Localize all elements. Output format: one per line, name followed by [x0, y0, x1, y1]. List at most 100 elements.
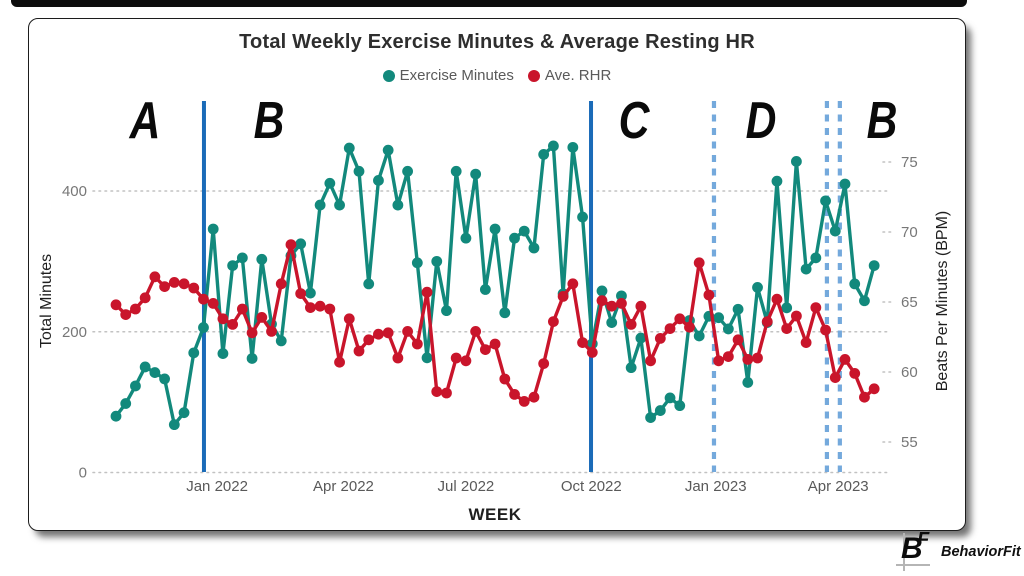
rhr-data-point[interactable]	[820, 324, 831, 336]
exercise-data-point[interactable]	[791, 156, 802, 167]
exercise-data-point[interactable]	[479, 284, 491, 295]
exercise-data-point[interactable]	[664, 392, 676, 404]
rhr-data-point[interactable]	[781, 323, 793, 334]
exercise-data-point[interactable]	[236, 252, 248, 264]
rhr-data-point[interactable]	[664, 323, 676, 334]
exercise-data-point[interactable]	[528, 242, 540, 254]
rhr-data-point[interactable]	[402, 326, 413, 337]
rhr-data-point[interactable]	[363, 334, 375, 346]
exercise-data-point[interactable]	[149, 367, 161, 378]
rhr-data-point[interactable]	[654, 333, 666, 344]
rhr-data-point[interactable]	[314, 300, 326, 312]
rhr-data-point[interactable]	[548, 316, 559, 327]
rhr-data-point[interactable]	[441, 387, 452, 399]
exercise-data-point[interactable]	[382, 144, 394, 156]
exercise-data-point[interactable]	[256, 253, 268, 265]
exercise-data-point[interactable]	[654, 405, 666, 416]
rhr-data-point[interactable]	[771, 293, 783, 305]
rhr-data-point[interactable]	[382, 327, 394, 339]
exercise-data-point[interactable]	[168, 419, 180, 431]
legend-item-ave-rhr[interactable]: Ave. RHR	[527, 67, 611, 84]
exercise-data-point[interactable]	[732, 303, 744, 315]
rhr-data-point[interactable]	[392, 352, 404, 364]
exercise-data-point[interactable]	[625, 362, 637, 374]
rhr-data-point[interactable]	[674, 313, 686, 325]
rhr-data-point[interactable]	[353, 345, 365, 357]
rhr-data-point[interactable]	[246, 327, 258, 339]
rhr-data-point[interactable]	[693, 257, 705, 269]
rhr-data-point[interactable]	[431, 386, 443, 397]
rhr-data-point[interactable]	[207, 298, 219, 309]
rhr-data-point[interactable]	[227, 319, 239, 330]
rhr-data-point[interactable]	[460, 355, 472, 367]
exercise-data-point[interactable]	[159, 373, 171, 385]
rhr-data-point[interactable]	[120, 309, 132, 320]
exercise-data-point[interactable]	[295, 238, 307, 250]
legend-item-exercise-minutes[interactable]: Exercise Minutes	[382, 67, 514, 84]
exercise-data-point[interactable]	[674, 400, 686, 412]
exercise-data-point[interactable]	[139, 361, 151, 373]
rhr-data-point[interactable]	[635, 300, 647, 312]
rhr-data-point[interactable]	[752, 352, 763, 364]
rhr-data-point[interactable]	[236, 303, 248, 315]
exercise-data-point[interactable]	[305, 287, 316, 299]
exercise-data-point[interactable]	[722, 323, 734, 335]
exercise-data-point[interactable]	[421, 352, 433, 364]
exercise-data-point[interactable]	[353, 165, 365, 177]
rhr-data-point[interactable]	[373, 328, 384, 340]
rhr-data-point[interactable]	[761, 316, 773, 327]
rhr-data-point[interactable]	[829, 372, 841, 383]
exercise-data-point[interactable]	[402, 165, 413, 177]
rhr-data-point[interactable]	[450, 352, 462, 364]
rhr-data-point[interactable]	[334, 356, 345, 368]
exercise-data-point[interactable]	[470, 168, 482, 180]
rhr-data-point[interactable]	[684, 321, 695, 333]
exercise-data-point[interactable]	[810, 252, 822, 264]
exercise-data-point[interactable]	[499, 307, 511, 319]
rhr-data-point[interactable]	[421, 286, 433, 298]
rhr-data-point[interactable]	[285, 239, 297, 251]
rhr-data-point[interactable]	[616, 298, 627, 309]
exercise-data-point[interactable]	[577, 211, 588, 223]
exercise-data-point[interactable]	[314, 199, 326, 211]
rhr-data-point[interactable]	[159, 281, 171, 292]
exercise-data-point[interactable]	[343, 142, 355, 154]
rhr-data-point[interactable]	[305, 302, 316, 313]
rhr-data-point[interactable]	[586, 347, 598, 358]
exercise-data-point[interactable]	[441, 305, 452, 317]
exercise-data-point[interactable]	[227, 260, 239, 271]
exercise-data-point[interactable]	[868, 260, 880, 271]
exercise-data-point[interactable]	[120, 398, 132, 409]
exercise-data-point[interactable]	[373, 175, 384, 186]
rhr-data-point[interactable]	[703, 289, 715, 301]
rhr-data-point[interactable]	[130, 303, 141, 315]
rhr-data-point[interactable]	[742, 354, 754, 365]
rhr-data-point[interactable]	[499, 373, 511, 385]
exercise-data-point[interactable]	[742, 377, 754, 388]
rhr-data-point[interactable]	[518, 396, 530, 407]
exercise-data-point[interactable]	[431, 255, 443, 267]
exercise-data-point[interactable]	[713, 312, 725, 324]
rhr-data-point[interactable]	[266, 326, 277, 337]
rhr-data-point[interactable]	[839, 354, 851, 365]
exercise-data-point[interactable]	[771, 175, 783, 187]
rhr-data-point[interactable]	[596, 295, 608, 306]
rhr-data-point[interactable]	[295, 288, 307, 299]
rhr-data-point[interactable]	[800, 337, 812, 348]
rhr-data-point[interactable]	[324, 303, 336, 315]
rhr-data-point[interactable]	[528, 391, 540, 403]
rhr-data-point[interactable]	[732, 334, 744, 346]
rhr-data-point[interactable]	[139, 292, 151, 304]
exercise-data-point[interactable]	[596, 285, 608, 297]
exercise-data-point[interactable]	[645, 412, 656, 424]
exercise-data-point[interactable]	[839, 178, 851, 190]
rhr-data-point[interactable]	[470, 326, 482, 337]
exercise-data-point[interactable]	[207, 223, 219, 235]
exercise-data-point[interactable]	[616, 290, 627, 302]
exercise-data-point[interactable]	[130, 380, 141, 392]
rhr-data-point[interactable]	[217, 313, 229, 325]
exercise-data-point[interactable]	[460, 232, 472, 244]
rhr-data-point[interactable]	[868, 383, 880, 395]
rhr-data-point[interactable]	[178, 278, 190, 290]
exercise-data-point[interactable]	[489, 223, 501, 235]
